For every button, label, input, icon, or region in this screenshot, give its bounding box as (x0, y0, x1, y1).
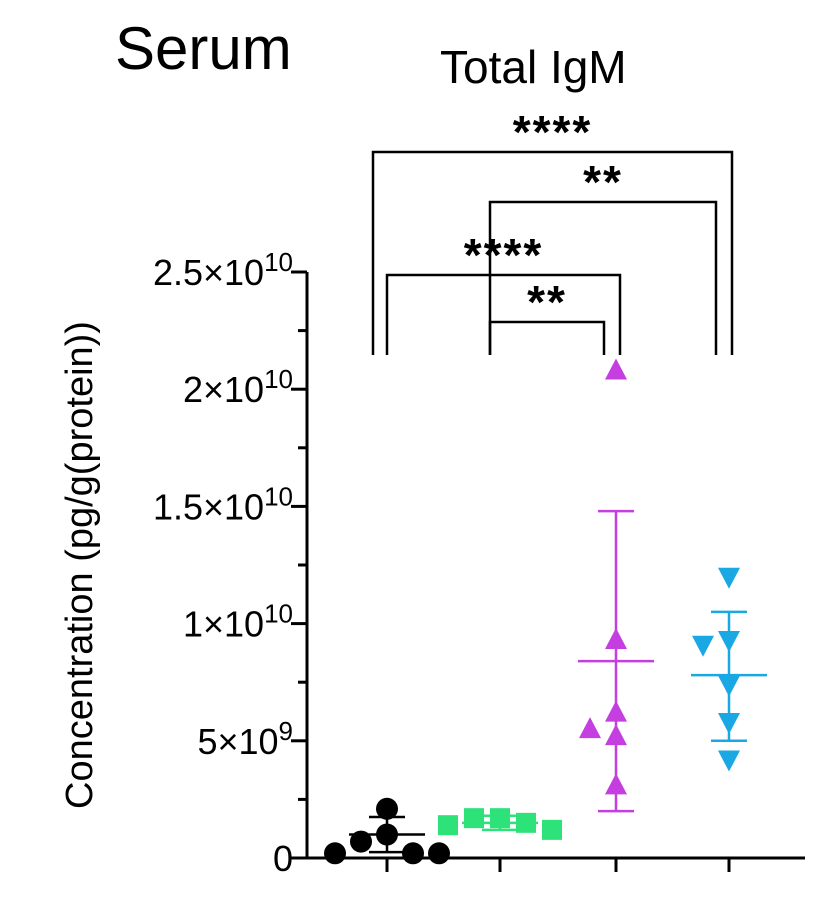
data-point-circle (402, 842, 424, 865)
significance-bracket (385, 273, 622, 355)
y-axis-label: Concentration (pg/g(protein)) (59, 321, 101, 809)
data-points (324, 358, 740, 865)
data-point-triangle-up (605, 628, 627, 650)
y-tick-label-base: 1×10 (183, 604, 264, 645)
data-point-triangle-down (692, 635, 714, 657)
y-tick-label-exponent: 10 (264, 599, 293, 629)
y-tick-label: 5×109 (197, 716, 293, 762)
panel-label: Serum (115, 15, 292, 82)
significance-bracket (371, 150, 734, 355)
significance-label: ** (527, 276, 567, 328)
error-bars (349, 509, 767, 854)
y-tick-label-exponent: 9 (279, 716, 293, 746)
data-point-circle (376, 823, 398, 846)
data-point-triangle-down (718, 631, 740, 653)
data-point-triangle-up (605, 358, 627, 380)
y-tick-label: 2×1010 (183, 364, 293, 410)
y-tick-label-base: 0 (273, 838, 293, 879)
data-point-square (542, 819, 562, 840)
data-point-triangle-down (718, 567, 740, 589)
y-tick-label-base: 5×10 (197, 721, 278, 762)
y-tick-label-exponent: 10 (264, 364, 293, 394)
y-tick-label-base: 2×10 (183, 369, 264, 410)
data-point-circle (376, 797, 398, 820)
y-tick-label: 0 (273, 838, 293, 879)
data-point-circle (428, 842, 450, 865)
y-tick-label-exponent: 10 (264, 247, 293, 277)
data-point-triangle-up (605, 773, 627, 795)
y-tick-label: 1×1010 (183, 599, 293, 645)
y-tick-label: 2.5×1010 (153, 247, 293, 293)
significance-bracket (488, 200, 718, 355)
data-point-square (438, 815, 458, 836)
significance-label: **** (464, 229, 544, 281)
significance-label: ** (583, 156, 623, 208)
data-point-triangle-down (718, 675, 740, 697)
y-tick-label-base: 1.5×10 (153, 486, 264, 527)
data-point-square (490, 808, 510, 829)
data-point-square (464, 808, 484, 829)
data-point-triangle-down (718, 713, 740, 735)
data-point-triangle-up (605, 700, 627, 722)
data-point-triangle-down (718, 750, 740, 772)
significance-label: **** (513, 106, 593, 158)
significance-brackets: ************ (371, 106, 734, 355)
data-point-circle (350, 830, 372, 853)
y-tick-label-base: 2.5×10 (153, 252, 264, 293)
data-point-circle (324, 842, 346, 865)
data-point-triangle-up (605, 724, 627, 746)
chart-title: Total IgM (440, 41, 627, 93)
data-point-triangle-up (579, 717, 601, 739)
y-tick-label-exponent: 10 (264, 481, 293, 511)
data-point-square (516, 812, 536, 833)
y-tick-label: 1.5×1010 (153, 481, 293, 527)
